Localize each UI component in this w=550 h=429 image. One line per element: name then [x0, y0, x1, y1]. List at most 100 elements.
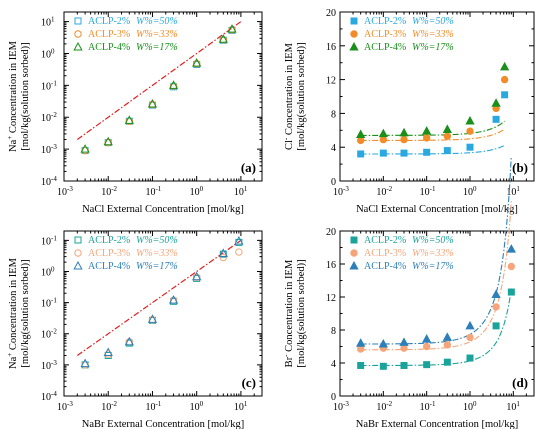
series-aclp-4% [356, 244, 516, 348]
legend-marker [73, 260, 83, 270]
x-tick-label: 10-1 [420, 400, 436, 413]
series-aclp-3% [81, 26, 236, 155]
x-tick-label-exp: 0 [473, 185, 477, 193]
legend-label: ACLP-2% [364, 16, 406, 27]
y-tick-label: 0 [331, 177, 336, 188]
data-point [422, 126, 432, 135]
x-tick-label: 100 [190, 185, 204, 198]
y-tick-label: 10-1 [41, 79, 57, 92]
y-tick-label: 10-1 [41, 234, 57, 247]
legend-label: ACLP-4% [88, 261, 130, 272]
data-point [104, 138, 112, 147]
y-tick-label-base: 10 [41, 361, 51, 372]
data-point [400, 361, 408, 369]
x-tick-label-exp: -3 [343, 400, 349, 408]
data-point [507, 262, 516, 271]
x-axis-label: NaCl External Concentration [mol/kg] [82, 204, 244, 215]
y-tick-label-base: 0 [331, 392, 336, 403]
data-point [147, 314, 158, 323]
legend-w-label: W%=50% [412, 16, 454, 27]
data-point [192, 271, 202, 281]
legend-label: ACLP-2% [364, 235, 406, 246]
x-tick-label: 10-1 [145, 185, 161, 198]
y-tick-label-base: 20 [326, 227, 336, 238]
y-tick-label-exp: -2 [51, 111, 57, 119]
data-point [379, 135, 388, 144]
x-tick-label-base: 10 [506, 402, 516, 413]
data-point [491, 98, 501, 107]
x-tick-label-base: 10 [145, 187, 155, 198]
data-point [80, 358, 90, 368]
x-tick-label-base: 10 [463, 402, 473, 413]
y-tick-label-exp: -3 [51, 359, 57, 367]
y-tick-label-base: 10 [41, 18, 51, 29]
data-point [148, 100, 157, 109]
fit-curve-aclp-3% [360, 200, 512, 351]
y-axis-label-charge: + [6, 136, 14, 140]
data-point [235, 248, 243, 256]
y-tick-label-exp: -4 [51, 175, 57, 183]
data-point [81, 361, 89, 369]
x-tick-label-base: 10 [506, 187, 516, 198]
data-point [506, 244, 516, 253]
y-tick-label-exp: -1 [51, 297, 57, 305]
data-point [103, 347, 113, 356]
y-tick-label: 10-2 [41, 328, 57, 341]
legend-marker [350, 249, 358, 257]
data-point [192, 59, 201, 68]
x-tick-label: 101 [506, 185, 520, 198]
y-axis-label-ion: Na [8, 356, 19, 369]
series-aclp-4% [80, 24, 237, 153]
legend-marker [74, 236, 82, 244]
x-tick-label-exp: -3 [67, 400, 73, 408]
x-tick-label-base: 10 [420, 187, 430, 198]
x-tick-label: 10-3 [57, 400, 73, 413]
legend-label: ACLP-3% [364, 248, 406, 259]
plot-frame [63, 11, 263, 182]
x-tick-label-exp: -3 [67, 185, 73, 193]
y-tick-label: 12 [326, 293, 336, 304]
y-tick-label: 10-3 [41, 143, 57, 156]
y-tick-label: 10-1 [41, 297, 57, 310]
y-tick-label-base: 8 [331, 326, 336, 337]
x-tick-label-base: 10 [190, 402, 200, 413]
legend-marker [350, 236, 358, 244]
y-tick-label-exp: 0 [51, 47, 55, 55]
y-tick-label: 8 [331, 326, 336, 337]
x-tick-label-exp: 1 [516, 185, 520, 193]
x-tick-label-base: 10 [145, 402, 155, 413]
data-point [124, 115, 134, 124]
x-tick-label-exp: -1 [430, 185, 436, 193]
y-axis-label: Na+ Concentration in IEM [6, 257, 19, 369]
data-point [399, 337, 409, 346]
x-tick-label: 10-3 [57, 185, 73, 198]
y-tick-label: 10-2 [41, 111, 57, 124]
x-tick-label: 10-2 [376, 185, 392, 198]
data-point [443, 358, 451, 366]
x-tick-label-exp: -2 [386, 400, 392, 408]
legend-label: ACLP-2% [88, 16, 130, 27]
x-tick-label-base: 10 [101, 187, 111, 198]
fit-line-identity [76, 239, 242, 356]
data-point [219, 253, 228, 262]
y-axis-label-ion: Br [284, 356, 295, 367]
y-axis-label-charge: + [6, 353, 14, 357]
data-point [379, 149, 387, 157]
y-tick-label: 0 [331, 392, 336, 403]
data-point [422, 134, 431, 142]
y-axis-label: Br- Concentration in IEM [282, 259, 295, 367]
legend-marker [74, 30, 82, 38]
y-tick-label-base: 10 [41, 330, 51, 341]
data-point [466, 333, 474, 342]
x-tick-label-base: 10 [333, 187, 343, 198]
x-tick-label-exp: 1 [516, 400, 520, 408]
y-tick-label-exp: -2 [51, 328, 57, 336]
y-tick-label-base: 10 [41, 392, 51, 403]
data-point [218, 248, 228, 257]
legend-label: ACLP-3% [88, 29, 130, 40]
data-point [400, 149, 408, 157]
data-point [443, 147, 451, 155]
x-tick-label-base: 10 [333, 402, 343, 413]
